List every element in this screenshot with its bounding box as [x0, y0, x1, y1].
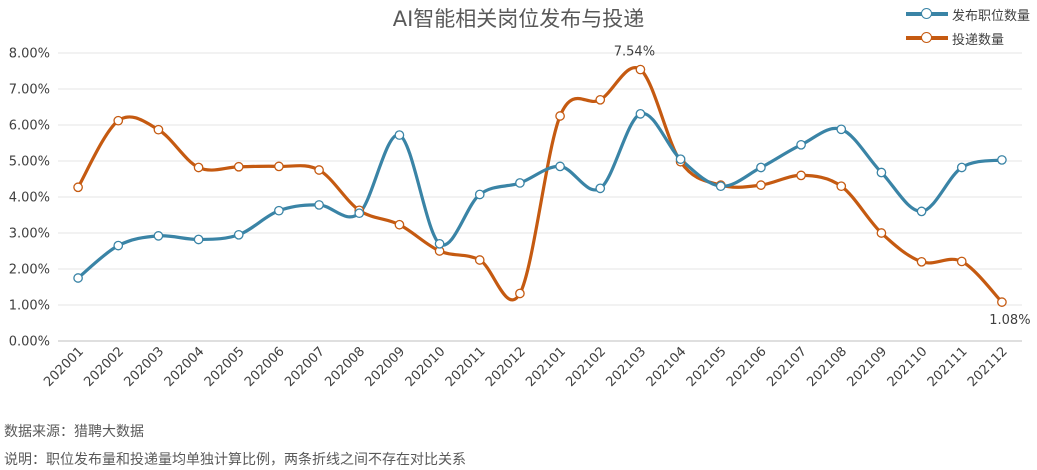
data-point: [153, 231, 164, 241]
series-points: [73, 64, 1007, 307]
legend-swatch-posting: [906, 7, 948, 21]
x-tick-label: 202007: [282, 344, 328, 390]
data-point: [756, 180, 766, 190]
data-point: [73, 182, 83, 193]
data-point: [555, 111, 565, 121]
series-line-0: [76, 112, 1004, 280]
data-point: [916, 206, 927, 217]
data-point: [274, 205, 284, 216]
x-tick-label: 202105: [684, 344, 730, 390]
data-point: [474, 255, 485, 265]
data-point: [314, 165, 324, 175]
x-tick-label: 202006: [242, 344, 288, 390]
y-tick-label: 4.00%: [9, 191, 50, 206]
y-tick-label: 0.00%: [9, 335, 50, 350]
y-tick-label: 5.00%: [9, 155, 50, 170]
data-point: [193, 162, 204, 173]
x-tick-label: 202010: [403, 344, 449, 390]
data-point: [73, 273, 83, 283]
data-point: [113, 115, 124, 126]
data-point: [474, 189, 485, 200]
legend: 发布职位数量 投递数量: [906, 2, 1030, 50]
data-point: [997, 155, 1007, 165]
data-point: [394, 130, 405, 140]
series-lines: [76, 66, 1004, 304]
data-point: [233, 161, 244, 172]
gridlines: [58, 52, 1022, 342]
x-tick-label: 202004: [162, 344, 208, 390]
legend-swatch-applications: [906, 31, 948, 45]
legend-item-applications[interactable]: 投递数量: [906, 26, 1030, 50]
x-tick-label: 202102: [563, 344, 609, 390]
data-point: [756, 162, 766, 173]
data-point: [274, 161, 284, 172]
data-point: [354, 208, 365, 219]
data-point: [555, 161, 565, 172]
data-label: 7.54%: [614, 45, 655, 60]
data-point: [916, 256, 927, 267]
x-tick-label: 202104: [644, 344, 690, 390]
data-point: [956, 162, 967, 173]
data-point: [434, 238, 445, 249]
legend-label-applications: 投递数量: [952, 32, 1005, 48]
x-tick-label: 202106: [724, 344, 770, 390]
legend-label-posting: 发布职位数量: [952, 8, 1031, 24]
data-point: [595, 94, 606, 105]
data-point: [997, 297, 1007, 307]
data-source-note: 数据来源：猎聘大数据: [4, 424, 144, 440]
data-point: [836, 124, 847, 135]
y-tick-label: 7.00%: [9, 83, 50, 98]
y-tick-label: 2.00%: [9, 263, 50, 278]
data-point: [113, 240, 124, 251]
x-tick-label: 202110: [885, 344, 931, 390]
data-point: [394, 219, 405, 230]
y-tick-label: 8.00%: [9, 47, 50, 62]
data-label: 1.08%: [989, 313, 1030, 328]
x-tick-label: 202111: [925, 344, 971, 390]
data-point: [233, 229, 244, 240]
data-point: [314, 200, 324, 210]
explanation-note: 说明：职位发布量和投递量均单独计算比例，两条折线之间不存在对比关系: [4, 452, 466, 468]
data-point: [836, 181, 847, 192]
x-tick-label: 202109: [845, 344, 891, 390]
data-point: [515, 288, 525, 299]
x-tick-label: 202003: [122, 344, 168, 390]
data-point: [635, 108, 646, 119]
x-tick-label: 202101: [523, 344, 569, 390]
y-tick-label: 6.00%: [9, 119, 50, 134]
x-tick-label: 202012: [483, 344, 529, 390]
legend-item-posting[interactable]: 发布职位数量: [906, 2, 1030, 26]
data-point: [153, 124, 164, 135]
x-tick-label: 202005: [202, 344, 248, 390]
data-labels: 7.54% 1.08%: [614, 45, 1031, 329]
data-point: [635, 64, 646, 75]
data-point: [956, 256, 967, 267]
data-point: [675, 154, 686, 165]
data-point: [595, 183, 606, 194]
x-tick-label: 202008: [322, 344, 368, 390]
x-tick-label: 202112: [965, 344, 1011, 390]
x-tick-label: 202009: [363, 344, 409, 390]
y-tick-label: 3.00%: [9, 227, 50, 242]
x-tick-label: 202108: [804, 344, 850, 390]
chart-title: AI智能相关岗位发布与投递: [392, 7, 645, 31]
x-tick-label: 202107: [764, 344, 810, 390]
y-tick-label: 1.00%: [9, 299, 50, 314]
data-point: [515, 178, 525, 188]
x-tick-label: 202002: [81, 344, 127, 390]
data-point: [876, 167, 887, 178]
y-axis: 0.00% 1.00% 2.00% 3.00% 4.00% 5.00% 6.00% 7.00%…: [9, 47, 50, 350]
data-point: [193, 234, 204, 245]
x-tick-label: 202103: [604, 344, 650, 390]
x-tick-label: 202001: [41, 344, 87, 390]
x-tick-label: 202011: [443, 344, 489, 390]
data-point: [715, 181, 726, 192]
data-point: [876, 228, 887, 238]
x-axis: 2020012020022020032020042020052020062020…: [41, 344, 1011, 390]
series-line-1: [76, 66, 1004, 304]
data-point: [796, 170, 806, 181]
data-point: [796, 139, 806, 150]
